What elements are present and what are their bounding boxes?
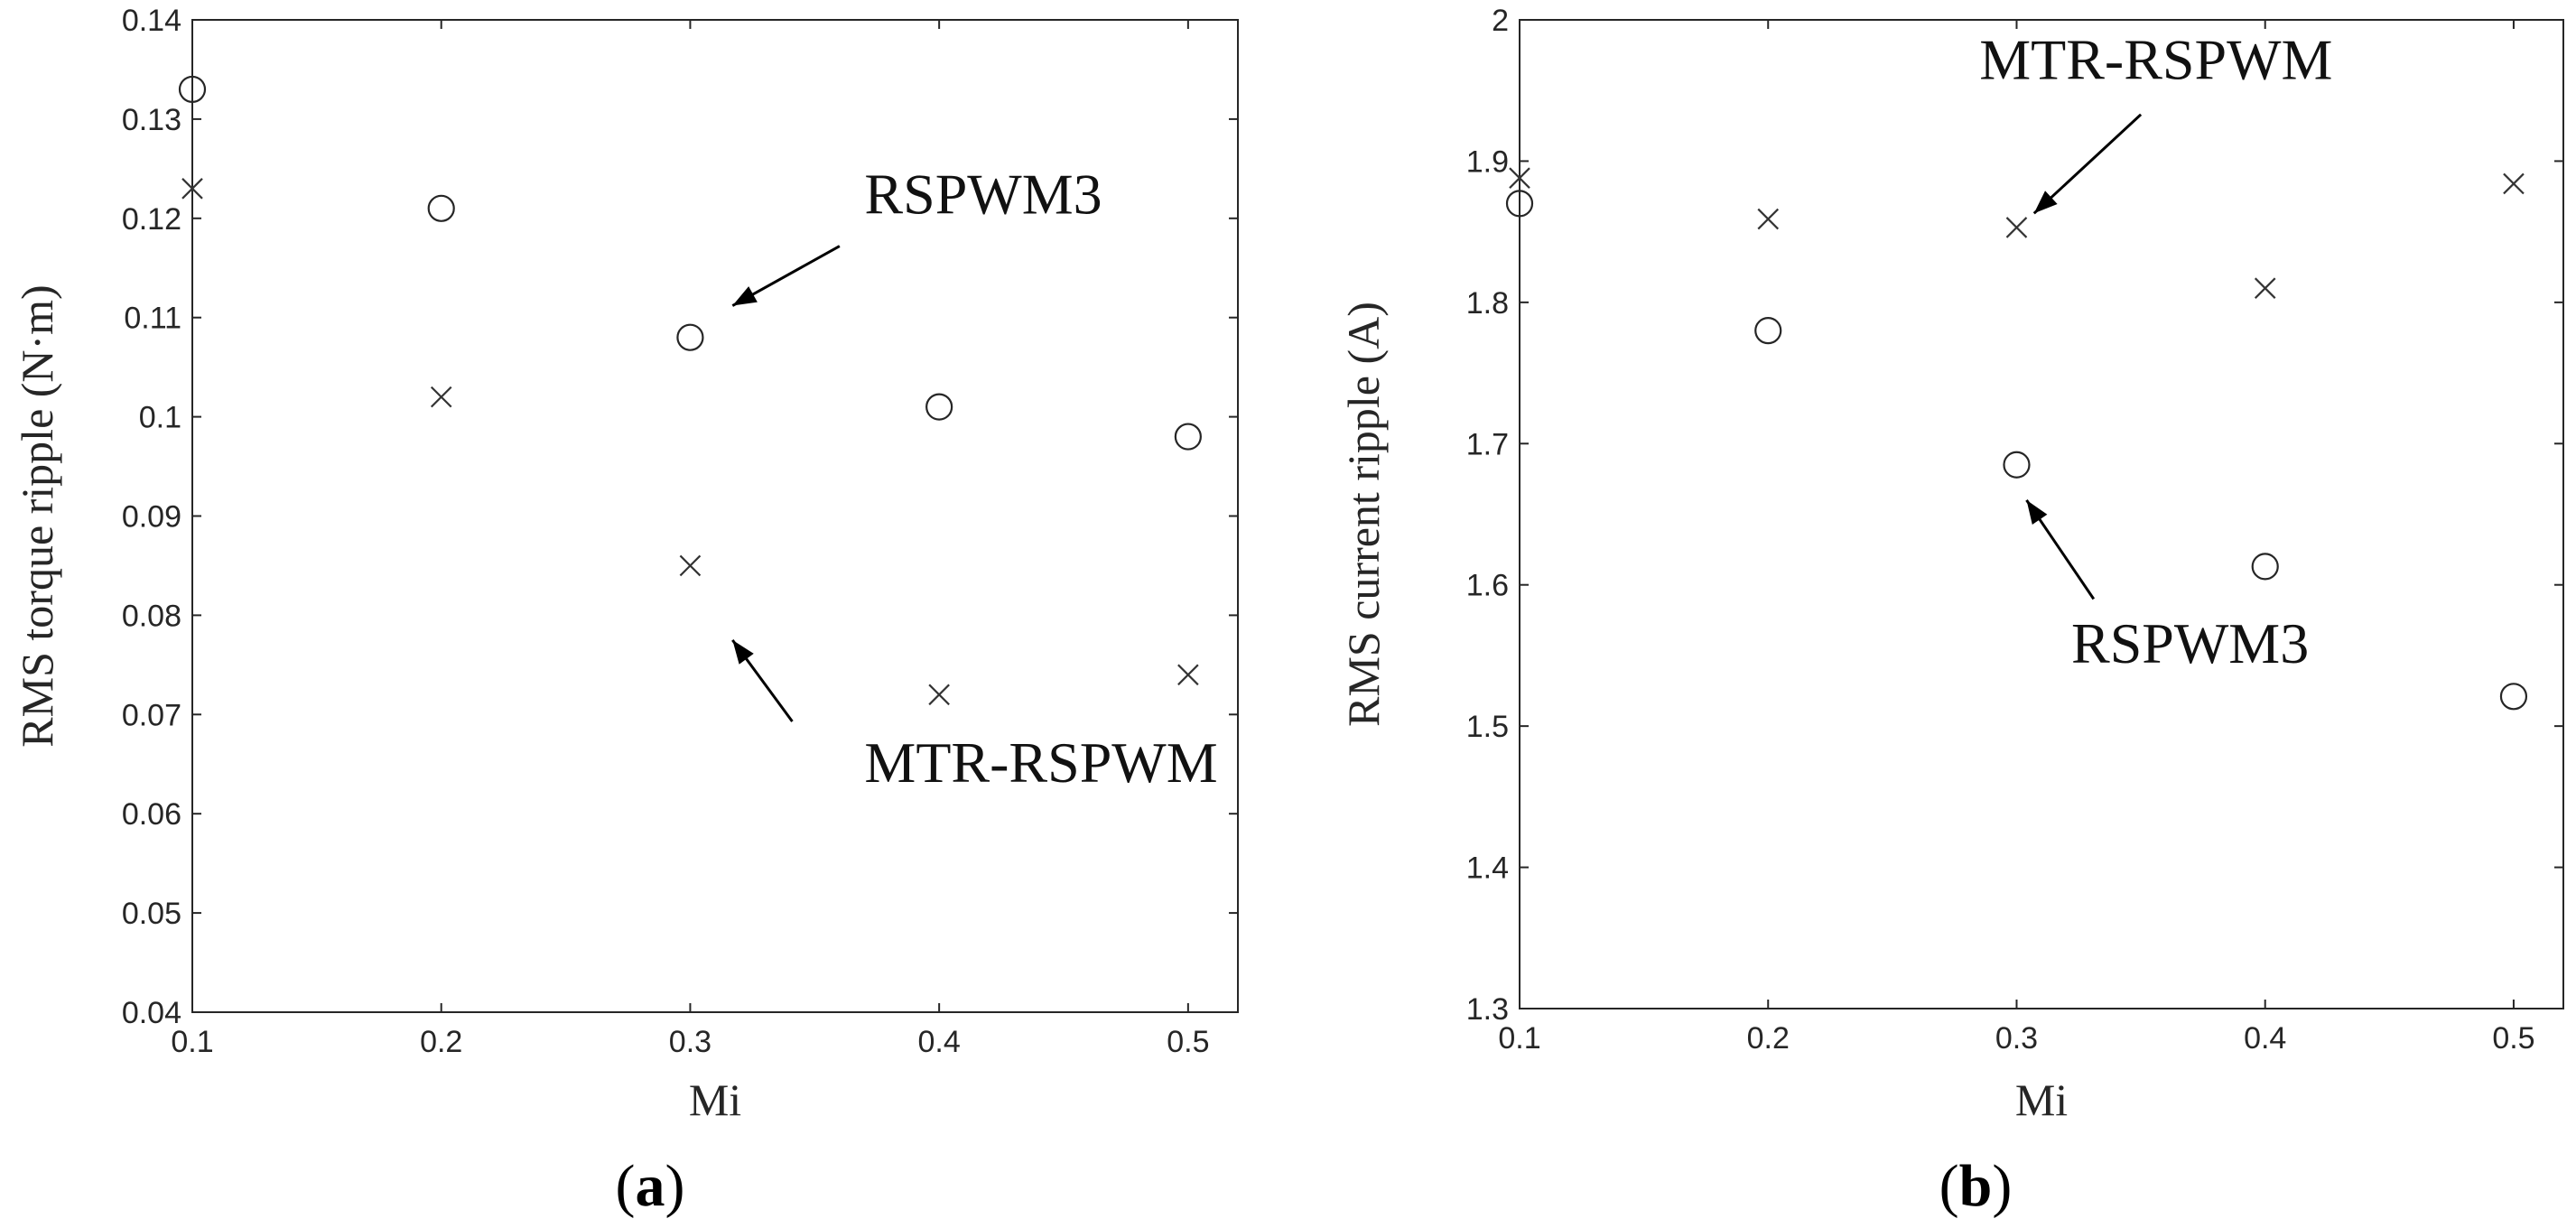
y-tick-label-a: 0.09 bbox=[122, 500, 181, 535]
point-cross-a bbox=[679, 554, 702, 577]
y-tick-label-a: 0.11 bbox=[124, 302, 181, 336]
panel-b: 0.1 0.2 0.3 0.4 0.5 1.3 1.4 1.5 1.6 1.7 1.8 1.9 2 Mi R… bbox=[1338, 4, 2564, 1219]
axes-frame-a bbox=[191, 19, 1239, 1013]
annotation-label-a: MTR-RSPWM bbox=[864, 730, 1217, 795]
panel-a: 0.1 0.2 0.3 0.4 0.5 0.04 0.05 0.06 0.07 0.08 0.09 0… bbox=[12, 4, 1239, 1219]
x-tick-label-b: 0.4 bbox=[2244, 1021, 2286, 1056]
y-tick-label-b: 1.7 bbox=[1466, 427, 1509, 461]
annotation-label-a: RSPWM3 bbox=[864, 162, 1102, 226]
x-tick-label-b: 0.1 bbox=[1498, 1021, 1540, 1056]
x-tick-label-a: 0.4 bbox=[918, 1025, 961, 1059]
y-tick-label-b: 1.4 bbox=[1466, 851, 1509, 886]
x-tick-label-b: 0.2 bbox=[1747, 1021, 1790, 1056]
x-axis-label-a: Mi bbox=[689, 1074, 741, 1125]
y-tick-label-a: 0.06 bbox=[122, 797, 181, 832]
annotation-arrowhead-b bbox=[2033, 191, 2058, 214]
point-cross-a bbox=[928, 684, 950, 706]
y-tick-label-a: 0.05 bbox=[122, 897, 181, 931]
point-circle-a bbox=[427, 194, 455, 222]
x-tick-label-a: 0.1 bbox=[171, 1025, 213, 1059]
y-tick-label-b: 1.5 bbox=[1466, 710, 1509, 744]
point-cross-a bbox=[430, 386, 452, 408]
y-axis-label-a: RMS torque ripple (N·m) bbox=[12, 284, 62, 747]
point-circle-b bbox=[2499, 683, 2528, 711]
y-tick-label-a: 0.1 bbox=[139, 401, 181, 435]
point-circle-b bbox=[2251, 553, 2279, 581]
annotation-arrow-b bbox=[2032, 113, 2143, 215]
point-cross-b bbox=[1757, 208, 1780, 230]
annotation-label-b: RSPWM3 bbox=[2071, 611, 2309, 675]
annotation-arrowhead-a bbox=[732, 286, 758, 306]
point-circle-b bbox=[2003, 451, 2031, 479]
point-circle-b bbox=[1505, 190, 1534, 218]
y-tick-label-a: 0.13 bbox=[122, 103, 181, 137]
x-tick-label-b: 0.5 bbox=[2492, 1021, 2534, 1056]
y-tick-label-b: 1.6 bbox=[1466, 569, 1509, 603]
annotation-arrowhead-b bbox=[2026, 499, 2048, 525]
point-cross-b bbox=[1509, 167, 1530, 189]
point-circle-a bbox=[178, 75, 207, 104]
annotation-label-b: MTR-RSPWM bbox=[1979, 28, 2332, 92]
point-circle-b bbox=[1754, 317, 1782, 345]
y-tick-label-a: 0.14 bbox=[122, 4, 181, 38]
panel-label-a: (a) bbox=[616, 1153, 685, 1219]
x-tick-label-a: 0.5 bbox=[1167, 1025, 1209, 1059]
point-circle-a bbox=[925, 393, 953, 421]
y-tick-label-a: 0.08 bbox=[122, 599, 181, 633]
x-tick-label-a: 0.3 bbox=[669, 1025, 711, 1059]
point-circle-a bbox=[1174, 423, 1202, 451]
point-cross-b bbox=[2254, 277, 2276, 299]
x-tick-label-a: 0.2 bbox=[420, 1025, 462, 1059]
panel-label-b: (b) bbox=[1939, 1153, 2013, 1219]
y-axis-label-b: RMS current ripple (A) bbox=[1338, 302, 1389, 727]
y-tick-label-a: 0.12 bbox=[122, 202, 181, 237]
y-tick-label-a: 0.07 bbox=[122, 698, 181, 732]
x-axis-label-b: Mi bbox=[2015, 1074, 2068, 1125]
y-tick-label-a: 0.04 bbox=[122, 996, 181, 1030]
point-cross-a bbox=[181, 178, 203, 200]
y-tick-label-b: 1.8 bbox=[1466, 286, 1509, 321]
point-cross-b bbox=[2503, 172, 2525, 195]
y-tick-label-b: 2 bbox=[1492, 4, 1509, 38]
point-cross-a bbox=[1177, 664, 1199, 686]
x-tick-label-b: 0.3 bbox=[1995, 1021, 2038, 1056]
annotation-arrowhead-a bbox=[732, 639, 754, 665]
point-cross-b bbox=[2005, 217, 2028, 238]
point-circle-a bbox=[676, 323, 704, 351]
y-tick-label-b: 1.3 bbox=[1466, 992, 1509, 1027]
y-tick-label-b: 1.9 bbox=[1466, 144, 1509, 179]
